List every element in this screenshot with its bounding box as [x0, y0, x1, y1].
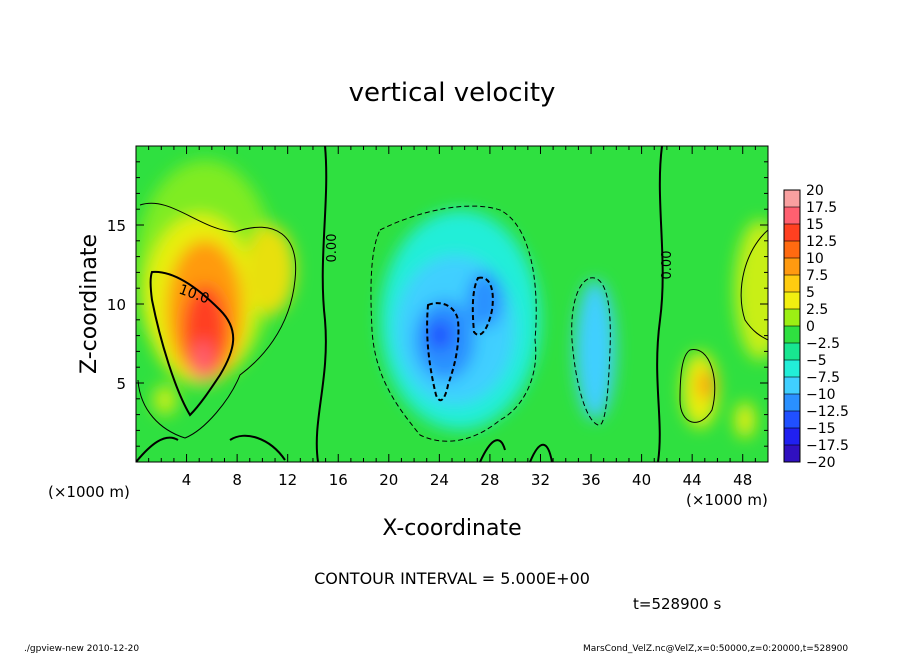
contour-positive-5 — [679, 349, 716, 423]
colorbar-label: 2.5 — [806, 302, 828, 318]
time-label: t=528900 s — [633, 595, 721, 613]
contour-label: 0.00 — [660, 251, 675, 280]
colorbar-swatch — [784, 258, 800, 276]
contour-zero-line — [315, 146, 328, 462]
colorbar-swatch — [784, 190, 800, 208]
colorbar-swatch — [784, 275, 800, 293]
contour-label: 0.00 — [325, 234, 340, 263]
colorbar: 2017.51512.5107.552.50−2.5−5−7.5−10−12.5… — [783, 183, 849, 471]
colorbar-swatch — [784, 377, 800, 395]
contour-positive-10 — [149, 270, 235, 417]
contour-negative-5 — [571, 277, 611, 426]
contour-zero-line — [656, 146, 664, 462]
colorbar-swatch — [784, 207, 800, 225]
y-tick-label: 5 — [116, 375, 126, 393]
y-tick-label: 10 — [107, 296, 126, 314]
contour-interval: CONTOUR INTERVAL = 5.000E+00 — [314, 569, 590, 588]
x-tick-label: 48 — [733, 471, 752, 489]
contour-lines — [136, 146, 768, 462]
footer-left: ./gpview-new 2010-12-20 — [24, 644, 139, 654]
colorbar-label: 10 — [806, 251, 824, 267]
x-tick-label: 20 — [379, 471, 398, 489]
chart-title: vertical velocity — [349, 78, 556, 108]
contour-negative-5 — [370, 205, 537, 442]
contour-positive-5 — [740, 229, 768, 341]
contour-positive-5 — [137, 202, 297, 439]
colorbar-swatch — [784, 411, 800, 429]
y-axis-label: Z-coordinate — [77, 234, 102, 374]
x-axis: 4 8 12 16 20 24 28 32 36 40 44 48 — [148, 146, 756, 489]
x-tick-label: 16 — [329, 471, 348, 489]
x-tick-label: 24 — [430, 471, 449, 489]
colorbar-label: −17.5 — [806, 438, 849, 454]
x-tick-label: 44 — [683, 471, 702, 489]
x-tick-label: 40 — [632, 471, 651, 489]
footer-right: MarsCond_VelZ.nc@VelZ,x=0:50000,z=0:2000… — [583, 644, 848, 654]
colorbar-label: 12.5 — [806, 234, 837, 250]
x-tick-label: 8 — [232, 471, 242, 489]
colorbar-label: −5 — [806, 353, 827, 369]
contour-zero-line — [136, 434, 553, 462]
colorbar-label: −15 — [806, 421, 836, 437]
y-axis: 5 10 15 — [107, 161, 768, 447]
x-unit-left: (×1000 m) — [48, 483, 130, 501]
colorbar-swatch — [784, 241, 800, 259]
colorbar-label: −12.5 — [806, 404, 849, 420]
colorbar-swatch — [784, 224, 800, 242]
colorbar-label: 17.5 — [806, 200, 837, 216]
plot-area — [136, 146, 768, 462]
colorbar-label: 20 — [806, 183, 824, 199]
x-axis-label: X-coordinate — [382, 516, 521, 541]
positive-field — [136, 160, 768, 438]
colorbar-swatch — [784, 394, 800, 412]
colorbar-label: −10 — [806, 387, 836, 403]
x-unit-right: (×1000 m) — [686, 491, 768, 509]
colorbar-label: −20 — [806, 455, 836, 471]
contour-negative-10 — [471, 276, 494, 336]
colorbar-swatch — [784, 445, 800, 463]
colorbar-label: 15 — [806, 217, 824, 233]
y-tick-label: 15 — [107, 217, 126, 235]
colorbar-label: 7.5 — [806, 268, 828, 284]
colorbar-swatch — [784, 343, 800, 361]
colorbar-label: −7.5 — [806, 370, 840, 386]
negative-field — [380, 210, 615, 430]
x-tick-label: 28 — [480, 471, 499, 489]
colorbar-label: −2.5 — [806, 336, 840, 352]
x-tick-label: 4 — [182, 471, 192, 489]
x-tick-label: 32 — [531, 471, 550, 489]
colorbar-swatch — [784, 428, 800, 446]
colorbar-label: 0 — [806, 319, 815, 335]
colorbar-label: 5 — [806, 285, 815, 301]
colorbar-swatch — [784, 309, 800, 327]
colorbar-swatch — [784, 326, 800, 344]
contour-negative-10 — [426, 302, 460, 402]
x-tick-label: 12 — [278, 471, 297, 489]
colorbar-swatch — [784, 292, 800, 310]
colorbar-swatch — [784, 360, 800, 378]
x-tick-label: 36 — [581, 471, 600, 489]
